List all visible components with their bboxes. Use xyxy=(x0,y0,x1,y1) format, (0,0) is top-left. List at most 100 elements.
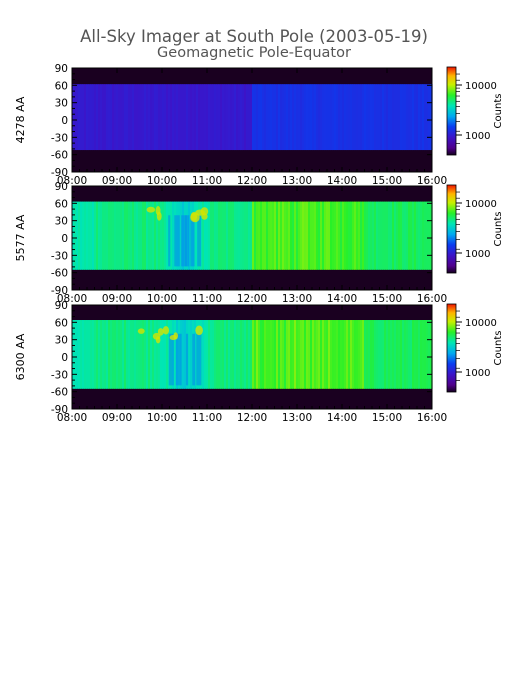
image-strip xyxy=(152,84,155,151)
image-strip xyxy=(100,201,103,270)
image-strip xyxy=(346,320,349,389)
image-strip xyxy=(202,84,205,151)
image-strip xyxy=(350,320,353,389)
image-strip xyxy=(164,320,167,389)
image-strip xyxy=(282,320,285,389)
image-strip xyxy=(258,84,261,151)
image-strip xyxy=(382,84,385,151)
image-strip xyxy=(96,84,99,151)
image-strip xyxy=(82,84,85,151)
image-strip xyxy=(102,201,105,270)
image-strip xyxy=(114,201,117,270)
image-strip xyxy=(156,84,159,151)
image-strip xyxy=(336,320,339,389)
image-strip xyxy=(340,84,343,151)
image-strip xyxy=(344,84,347,151)
image-strip xyxy=(332,201,335,270)
image-strip xyxy=(368,201,371,270)
image-strip xyxy=(308,84,311,151)
image-strip xyxy=(140,201,143,270)
y-tick-label: 90 xyxy=(55,63,68,75)
image-strip xyxy=(130,201,133,270)
image-strip xyxy=(112,201,115,270)
image-strip xyxy=(224,320,227,389)
image-strip xyxy=(98,84,101,151)
image-strip xyxy=(372,201,375,270)
image-strip xyxy=(222,84,225,151)
image-strip xyxy=(186,84,189,151)
image-strip xyxy=(430,201,433,270)
image-strip xyxy=(332,320,335,389)
image-strip xyxy=(328,84,331,151)
image-strip xyxy=(398,201,401,270)
image-strip xyxy=(376,201,379,270)
image-strip xyxy=(324,201,327,270)
image-strip xyxy=(238,84,241,151)
image-strip xyxy=(286,320,289,389)
image-strip xyxy=(344,201,347,270)
image-strip xyxy=(126,201,129,270)
image-strip xyxy=(304,201,307,270)
y-tick-label: 0 xyxy=(61,233,68,245)
image-strip xyxy=(156,201,159,270)
image-strip xyxy=(78,201,81,270)
image-strip xyxy=(86,84,89,151)
image-strip xyxy=(420,201,423,270)
image-strip xyxy=(416,201,419,270)
image-strip xyxy=(118,201,121,270)
image-strip xyxy=(366,84,369,151)
image-strip xyxy=(240,84,243,151)
image-strip xyxy=(366,320,369,389)
image-strip xyxy=(322,201,325,270)
image-strip xyxy=(116,84,119,151)
image-strip xyxy=(276,201,279,270)
image-streak xyxy=(196,333,202,386)
image-streak xyxy=(168,333,174,386)
x-tick-label: 15:00 xyxy=(372,412,402,424)
image-band xyxy=(72,84,433,151)
image-strip xyxy=(306,320,309,389)
image-strip xyxy=(112,320,115,389)
image-strip xyxy=(306,84,309,151)
image-strip xyxy=(346,84,349,151)
image-bright-spot xyxy=(157,328,164,336)
x-tick-label: 08:00 xyxy=(57,175,87,187)
image-strip xyxy=(136,201,139,270)
image-strip xyxy=(262,201,265,270)
image-strip xyxy=(346,201,349,270)
image-strip xyxy=(374,84,377,151)
image-strip xyxy=(136,84,139,151)
image-strip xyxy=(130,320,133,389)
image-strip xyxy=(74,320,77,389)
image-strip xyxy=(396,320,399,389)
image-strip xyxy=(318,320,321,389)
x-tick-label: 08:00 xyxy=(57,293,87,305)
image-strip xyxy=(312,84,315,151)
image-strip xyxy=(388,320,391,389)
x-tick-label: 14:00 xyxy=(327,293,357,305)
image-strip xyxy=(250,320,253,389)
image-strip xyxy=(220,320,223,389)
image-strip xyxy=(358,84,361,151)
image-strip xyxy=(212,201,215,270)
image-strip xyxy=(320,201,323,270)
image-strip xyxy=(182,84,185,151)
image-strip xyxy=(122,84,125,151)
image-strip xyxy=(274,84,277,151)
image-strip xyxy=(400,84,403,151)
image-strip xyxy=(316,201,319,270)
image-strip xyxy=(272,201,275,270)
image-strip xyxy=(380,84,383,151)
image-strip xyxy=(148,84,151,151)
image-strip xyxy=(158,84,161,151)
x-tick-label: 10:00 xyxy=(147,412,177,424)
x-tick-label: 16:00 xyxy=(417,412,447,424)
image-strip xyxy=(240,320,243,389)
image-strip xyxy=(76,320,79,389)
image-strip xyxy=(344,320,347,389)
image-strip xyxy=(338,84,341,151)
image-strip xyxy=(78,84,81,151)
image-strip xyxy=(322,84,325,151)
image-strip xyxy=(106,320,109,389)
